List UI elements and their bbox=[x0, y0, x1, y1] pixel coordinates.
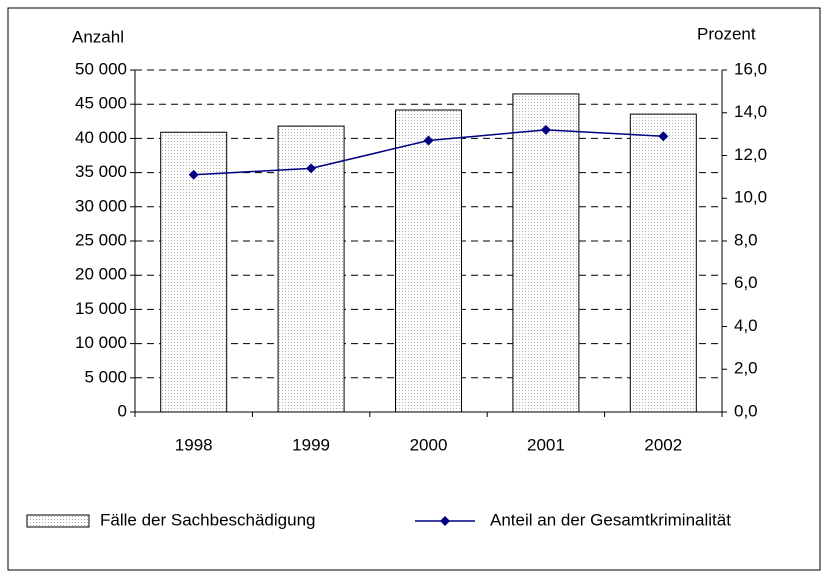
x-tick-label: 2002 bbox=[644, 435, 682, 454]
x-tick-label: 2001 bbox=[527, 435, 565, 454]
y2-tick-label: 8,0 bbox=[734, 230, 758, 249]
x-tick-label: 1999 bbox=[292, 435, 330, 454]
y-tick-label: 35 000 bbox=[75, 162, 127, 181]
legend-label: Anteil an der Gesamtkriminalität bbox=[490, 510, 731, 529]
y2-tick-label: 2,0 bbox=[734, 359, 758, 378]
y2-tick-label: 14,0 bbox=[734, 102, 767, 121]
y2-tick-label: 6,0 bbox=[734, 273, 758, 292]
y2-tick-label: 16,0 bbox=[734, 59, 767, 78]
y-tick-label: 40 000 bbox=[75, 128, 127, 147]
y-axis-title: Anzahl bbox=[72, 27, 124, 46]
x-tick-label: 2000 bbox=[410, 435, 448, 454]
y-tick-label: 15 000 bbox=[75, 299, 127, 318]
bar bbox=[395, 109, 462, 413]
legend-marker bbox=[440, 516, 450, 526]
y2-axis-title: Prozent bbox=[697, 24, 756, 43]
bar bbox=[629, 113, 697, 413]
legend-swatch bbox=[26, 514, 90, 528]
marker bbox=[540, 124, 551, 135]
y-tick-label: 5 000 bbox=[84, 367, 127, 386]
y2-tick-label: 10,0 bbox=[734, 188, 767, 207]
marker bbox=[188, 169, 199, 180]
y-tick-label: 30 000 bbox=[75, 196, 127, 215]
marker bbox=[306, 163, 317, 174]
y-tick-label: 0 bbox=[118, 401, 127, 420]
y2-tick-label: 12,0 bbox=[734, 145, 767, 164]
y-tick-label: 20 000 bbox=[75, 265, 127, 284]
x-tick-label: 1998 bbox=[175, 435, 213, 454]
y-tick-label: 10 000 bbox=[75, 333, 127, 352]
y-tick-label: 45 000 bbox=[75, 94, 127, 113]
marker bbox=[658, 131, 669, 142]
y-tick-label: 25 000 bbox=[75, 230, 127, 249]
marker bbox=[423, 135, 434, 146]
y-tick-label: 50 000 bbox=[75, 59, 127, 78]
y2-tick-label: 4,0 bbox=[734, 316, 758, 335]
legend-label: Fälle der Sachbeschädigung bbox=[100, 510, 315, 529]
y2-tick-label: 0,0 bbox=[734, 401, 758, 420]
bar bbox=[512, 93, 580, 413]
bar bbox=[277, 125, 345, 413]
